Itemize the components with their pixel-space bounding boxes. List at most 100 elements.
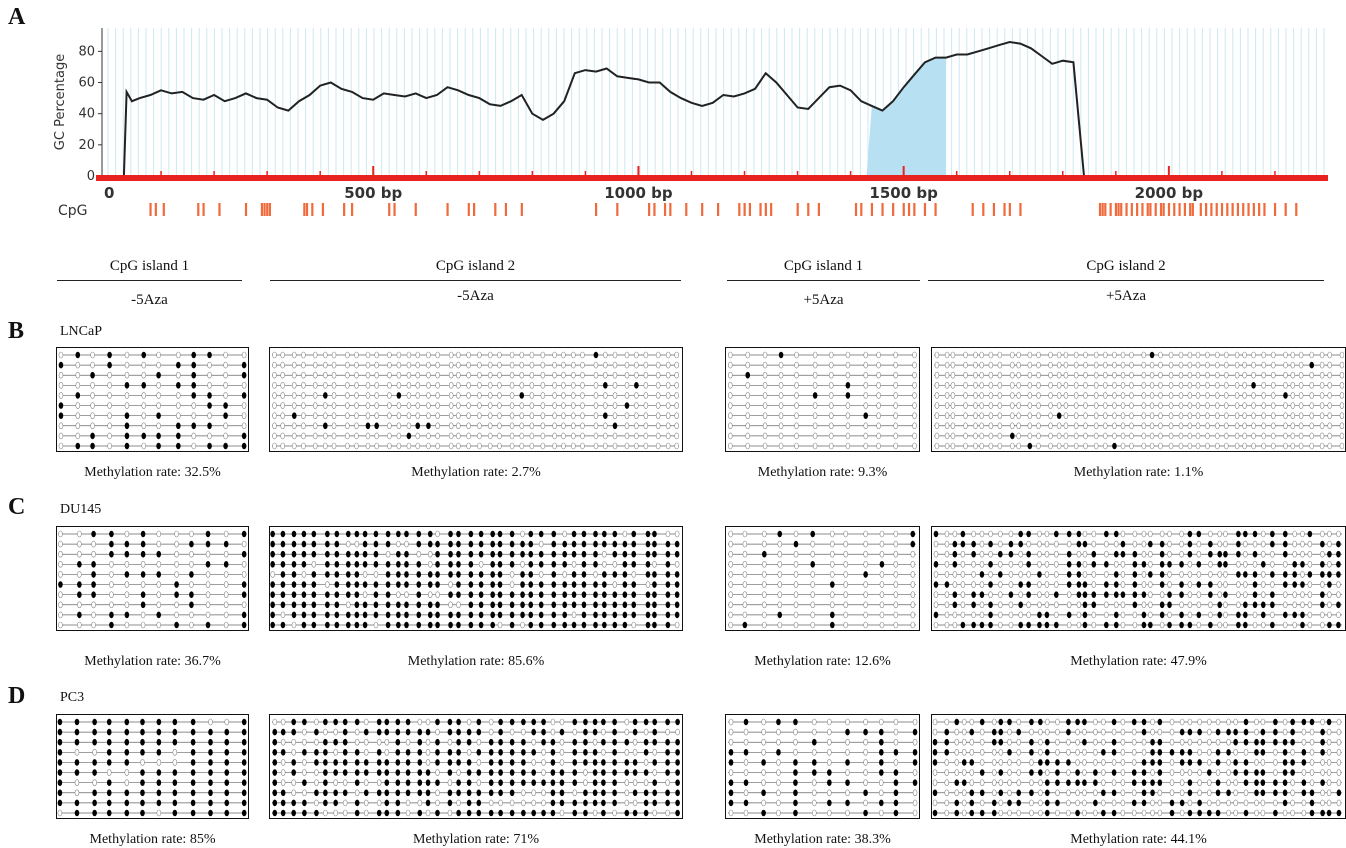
methylated-cpg-dot xyxy=(280,540,286,548)
unmethylated-cpg-dot xyxy=(934,371,940,379)
unmethylated-cpg-dot xyxy=(124,561,130,568)
unmethylated-cpg-dot xyxy=(333,809,338,817)
methylated-cpg-dot xyxy=(1082,738,1087,746)
cpg-site-mark xyxy=(1003,203,1006,216)
unmethylated-cpg-dot xyxy=(1252,561,1258,568)
unmethylated-cpg-dot xyxy=(1236,601,1241,609)
unmethylated-cpg-dot xyxy=(973,422,978,430)
unmethylated-cpg-dot xyxy=(1326,799,1332,807)
unmethylated-cpg-dot xyxy=(509,351,515,359)
methylated-cpg-dot xyxy=(373,581,379,588)
unmethylated-cpg-dot xyxy=(1091,540,1097,548)
methylated-cpg-dot xyxy=(665,571,671,578)
cpg-site-mark xyxy=(494,203,497,216)
cpg-site-mark xyxy=(1149,203,1152,216)
unmethylated-cpg-dot xyxy=(1168,412,1174,419)
unmethylated-cpg-dot xyxy=(448,392,454,399)
unmethylated-cpg-dot xyxy=(540,371,546,379)
methylated-cpg-dot xyxy=(612,530,618,538)
unmethylated-cpg-dot xyxy=(1044,718,1050,726)
methylated-cpg-dot xyxy=(497,601,503,609)
methylated-cpg-dot xyxy=(1082,611,1088,619)
unmethylated-cpg-dot xyxy=(1101,799,1106,807)
unmethylated-cpg-dot xyxy=(963,351,968,359)
unmethylated-cpg-dot xyxy=(124,361,130,369)
methylated-cpg-dot xyxy=(416,601,422,609)
methylated-cpg-dot xyxy=(156,769,162,776)
methylated-cpg-dot xyxy=(893,789,899,797)
methylated-cpg-dot xyxy=(1243,621,1248,629)
unmethylated-cpg-dot xyxy=(1179,601,1184,609)
methylated-cpg-dot xyxy=(932,759,938,766)
methylated-cpg-dot xyxy=(743,749,749,756)
unmethylated-cpg-dot xyxy=(1168,361,1174,369)
unmethylated-cpg-dot xyxy=(1083,442,1088,450)
unmethylated-cpg-dot xyxy=(624,789,630,797)
methylated-cpg-dot xyxy=(829,621,835,629)
methylated-cpg-dot xyxy=(652,779,658,786)
unmethylated-cpg-dot xyxy=(1301,809,1307,817)
methylated-cpg-dot xyxy=(845,799,850,807)
unmethylated-cpg-dot xyxy=(1208,601,1213,609)
unmethylated-cpg-dot xyxy=(529,351,535,359)
methylated-cpg-dot xyxy=(427,571,433,578)
unmethylated-cpg-dot xyxy=(140,611,146,619)
unmethylated-cpg-dot xyxy=(415,351,421,359)
methylated-cpg-dot xyxy=(456,738,461,746)
methylated-cpg-dot xyxy=(385,601,391,609)
unmethylated-cpg-dot xyxy=(1120,621,1126,629)
methylated-cpg-dot xyxy=(1157,718,1163,726)
section-underline xyxy=(727,280,920,281)
methylated-cpg-dot xyxy=(224,789,230,797)
methylated-cpg-dot xyxy=(140,530,146,538)
unmethylated-cpg-dot xyxy=(1157,728,1163,736)
unmethylated-cpg-dot xyxy=(1298,432,1304,440)
unmethylated-cpg-dot xyxy=(191,442,197,450)
methylated-cpg-dot xyxy=(559,799,565,807)
methylated-cpg-dot xyxy=(509,601,515,609)
unmethylated-cpg-dot xyxy=(1007,759,1012,766)
methylated-cpg-dot xyxy=(812,759,817,766)
unmethylated-cpg-dot xyxy=(1195,351,1201,359)
unmethylated-cpg-dot xyxy=(777,571,783,578)
methylated-cpg-dot xyxy=(106,789,112,797)
methylated-cpg-dot xyxy=(624,402,630,409)
methylated-cpg-dot xyxy=(270,591,275,598)
unmethylated-cpg-dot xyxy=(1056,422,1062,430)
unmethylated-cpg-dot xyxy=(1205,371,1210,379)
unmethylated-cpg-dot xyxy=(988,591,993,598)
methylated-cpg-dot xyxy=(1029,738,1034,746)
methylated-cpg-dot xyxy=(140,601,146,609)
unmethylated-cpg-dot xyxy=(498,799,503,807)
unmethylated-cpg-dot xyxy=(425,738,431,746)
unmethylated-cpg-dot xyxy=(1319,371,1325,379)
methylated-cpg-dot xyxy=(593,351,599,359)
unmethylated-cpg-dot xyxy=(1179,718,1185,726)
unmethylated-cpg-dot xyxy=(1141,738,1147,746)
unmethylated-cpg-dot xyxy=(1027,392,1033,399)
unmethylated-cpg-dot xyxy=(497,351,502,359)
unmethylated-cpg-dot xyxy=(728,442,733,450)
unmethylated-cpg-dot xyxy=(1157,809,1163,817)
methylated-cpg-dot xyxy=(812,738,817,746)
cpg-site-mark xyxy=(1236,203,1240,216)
unmethylated-cpg-dot xyxy=(1226,799,1231,807)
methylated-cpg-dot xyxy=(643,789,649,797)
unmethylated-cpg-dot xyxy=(1038,738,1043,746)
unmethylated-cpg-dot xyxy=(944,540,950,548)
methylated-cpg-dot xyxy=(1066,718,1071,726)
unmethylated-cpg-dot xyxy=(1093,392,1099,399)
unmethylated-cpg-dot xyxy=(612,361,618,369)
unmethylated-cpg-dot xyxy=(477,371,482,379)
unmethylated-cpg-dot xyxy=(876,371,881,379)
unmethylated-cpg-dot xyxy=(1120,809,1126,817)
methylated-cpg-dot xyxy=(447,749,453,756)
unmethylated-cpg-dot xyxy=(988,412,994,419)
methylated-cpg-dot xyxy=(665,718,670,726)
unmethylated-cpg-dot xyxy=(314,718,319,726)
methylated-cpg-dot xyxy=(998,789,1004,797)
methylated-cpg-dot xyxy=(405,718,411,726)
unmethylated-cpg-dot xyxy=(1093,402,1099,409)
unmethylated-cpg-dot xyxy=(944,809,950,817)
